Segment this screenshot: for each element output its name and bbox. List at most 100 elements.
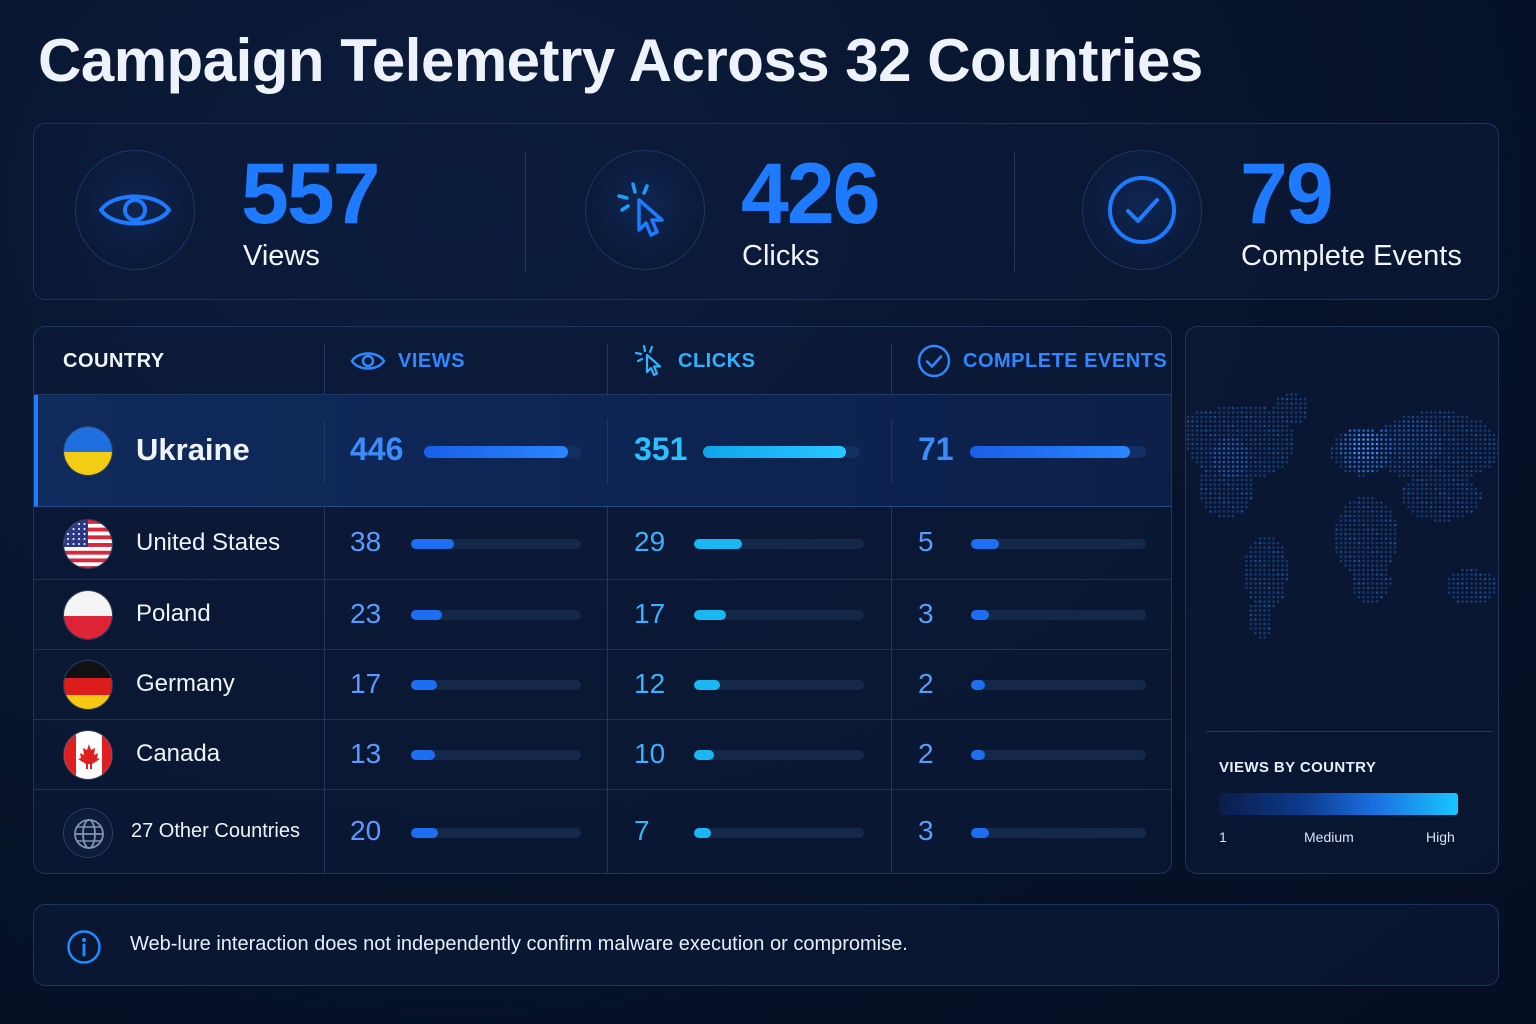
complete-bar-fill: [971, 680, 985, 690]
header-views[interactable]: VIEWS: [350, 327, 465, 395]
country-name: Germany: [136, 670, 235, 698]
world-map: [1186, 393, 1498, 639]
clicks-bar: [694, 750, 864, 760]
table-row[interactable]: United States 38 29 5: [34, 507, 1171, 580]
map-dots: [1186, 393, 1498, 639]
views-bar-fill: [411, 610, 442, 620]
kpi-divider: [1014, 152, 1015, 272]
views-value: 446: [350, 431, 404, 468]
column-separator: [891, 720, 892, 790]
page-title: Campaign Telemetry Across 32 Countries: [38, 27, 1203, 94]
clicks-value: 29: [634, 526, 666, 558]
clicks-bar-fill: [694, 538, 742, 549]
views-bar-fill: [411, 680, 437, 690]
kpi-complete-label: Complete Events: [1241, 240, 1462, 272]
header-clicks-label: CLICKS: [678, 349, 756, 372]
world-map-panel: VIEWS BY COUNTRY 1 Medium High: [1185, 326, 1499, 874]
kpi-summary-panel: 557 Views 426 Clicks 79 Complete Events: [33, 123, 1499, 300]
views-value: 38: [350, 526, 382, 558]
complete-bar: [971, 680, 1146, 690]
map-legend-low: 1: [1219, 829, 1227, 845]
clicks-bar-fill: [694, 610, 726, 620]
column-separator: [324, 790, 325, 873]
views-bar: [411, 750, 581, 760]
column-separator: [891, 507, 892, 580]
table-header: COUNTRY VIEWS CLICKS COMPLETE EVEN: [34, 327, 1171, 395]
column-separator: [607, 650, 608, 720]
check-circle-icon: [917, 344, 951, 378]
complete-bar-fill: [971, 538, 999, 549]
clicks-value: 17: [634, 597, 666, 629]
complete-value: 2: [918, 667, 934, 699]
cursor-click-icon: [585, 150, 705, 270]
complete-bar-fill: [970, 446, 1130, 458]
disclaimer-text: Web-lure interaction does not independen…: [130, 933, 908, 955]
clicks-value: 12: [634, 667, 666, 699]
complete-bar-fill: [971, 827, 989, 838]
column-separator: [891, 419, 892, 483]
eye-icon: [75, 150, 195, 270]
kpi-divider: [525, 152, 526, 272]
column-separator: [324, 720, 325, 790]
clicks-bar: [694, 680, 864, 690]
column-separator: [324, 580, 325, 650]
poland-flag: [63, 590, 113, 640]
clicks-value: 7: [634, 815, 650, 847]
column-separator: [324, 419, 325, 483]
kpi-clicks: 426 Clicks: [526, 124, 1014, 301]
column-separator: [324, 650, 325, 720]
clicks-bar: [694, 538, 864, 549]
complete-bar: [971, 827, 1146, 838]
table-row[interactable]: Canada 13 10 2: [34, 720, 1171, 790]
views-bar: [411, 538, 581, 549]
views-bar-fill: [411, 827, 438, 838]
table-row[interactable]: Ukraine 446 351 71: [34, 395, 1171, 507]
us-flag: [63, 518, 113, 569]
canada-flag: [63, 730, 113, 780]
header-views-label: VIEWS: [398, 349, 465, 372]
column-separator: [607, 580, 608, 650]
kpi-views-value: 557: [241, 146, 380, 242]
clicks-bar-fill: [703, 446, 846, 458]
info-icon: [67, 930, 101, 964]
country-name: Canada: [136, 740, 221, 768]
column-separator: [607, 343, 608, 395]
check-circle-icon: [1082, 150, 1202, 270]
kpi-complete-value: 79: [1240, 146, 1334, 242]
complete-bar-fill: [971, 750, 985, 760]
views-bar-fill: [424, 446, 568, 458]
column-separator: [324, 343, 325, 395]
clicks-bar: [703, 446, 860, 458]
complete-value: 2: [918, 737, 934, 769]
column-separator: [891, 650, 892, 720]
column-separator: [891, 790, 892, 873]
complete-bar: [971, 610, 1146, 620]
kpi-complete: 79 Complete Events: [1015, 124, 1499, 301]
globe-icon: [63, 807, 113, 858]
views-bar: [411, 680, 581, 690]
views-bar: [424, 446, 581, 458]
header-clicks[interactable]: CLICKS: [634, 327, 755, 395]
table-row[interactable]: Germany 17 12 2: [34, 650, 1171, 720]
table-row[interactable]: Poland 23 17 3: [34, 580, 1171, 650]
clicks-bar-fill: [694, 827, 711, 838]
map-legend-title: VIEWS BY COUNTRY: [1219, 759, 1377, 776]
header-complete[interactable]: COMPLETE EVENTS: [917, 327, 1167, 395]
kpi-views-label: Views: [243, 240, 320, 272]
kpi-clicks-value: 426: [741, 146, 880, 242]
country-table: COUNTRY VIEWS CLICKS COMPLETE EVEN: [33, 326, 1172, 874]
country-name: Ukraine: [136, 431, 250, 467]
column-separator: [607, 419, 608, 483]
map-divider: [1206, 731, 1492, 732]
complete-bar: [971, 538, 1146, 549]
cursor-click-icon: [634, 344, 662, 377]
eye-icon: [350, 352, 386, 370]
table-row[interactable]: 27 Other Countries 20 7 3: [34, 790, 1171, 873]
kpi-views: 557 Views: [34, 124, 524, 301]
column-separator: [324, 507, 325, 580]
kpi-clicks-label: Clicks: [742, 240, 820, 272]
complete-value: 3: [918, 815, 934, 847]
header-country[interactable]: COUNTRY: [63, 349, 165, 372]
complete-bar: [971, 750, 1146, 760]
complete-value: 3: [918, 597, 934, 629]
